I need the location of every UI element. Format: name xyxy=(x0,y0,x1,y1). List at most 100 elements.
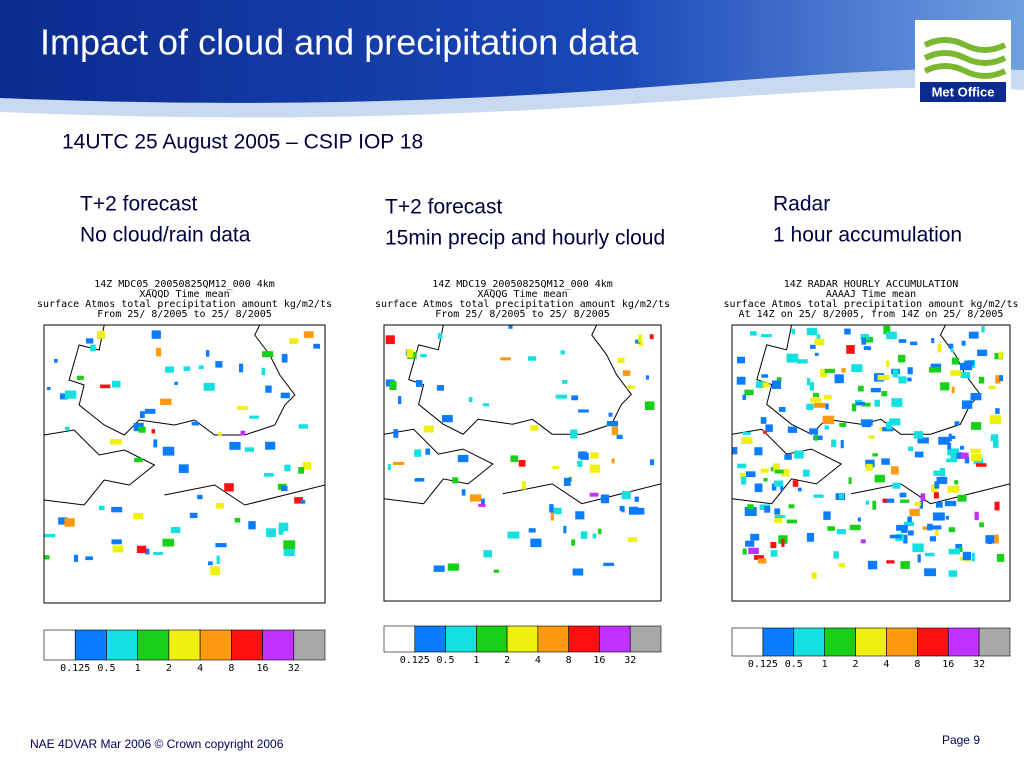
precip-cell xyxy=(239,363,244,373)
precip-cell xyxy=(950,435,956,439)
precip-cell xyxy=(436,385,444,391)
precip-cell xyxy=(750,533,760,541)
precip-cell xyxy=(136,545,147,554)
coastline xyxy=(44,429,156,506)
precip-cell xyxy=(857,517,861,522)
precip-cell xyxy=(874,399,880,407)
precip-cell xyxy=(589,464,600,473)
precip-cell xyxy=(215,361,223,368)
precip-cell xyxy=(96,330,106,339)
precip-cell xyxy=(948,570,958,577)
precip-cell xyxy=(964,456,970,464)
precip-cell xyxy=(284,464,291,472)
map-header: From 25/ 8/2005 to 25/ 8/2005 xyxy=(97,309,272,320)
precip-cell xyxy=(907,367,913,375)
precip-cell xyxy=(774,469,784,474)
precip-cell xyxy=(919,501,923,509)
precip-cell xyxy=(848,477,852,485)
precip-cell xyxy=(638,334,643,343)
precip-cell xyxy=(945,515,949,520)
colorbar-label: 1 xyxy=(473,655,479,666)
precip-cell xyxy=(881,458,890,465)
precip-cell xyxy=(170,527,181,534)
precip-cell xyxy=(824,368,835,373)
precip-cell xyxy=(813,392,819,398)
precip-cell xyxy=(851,403,857,412)
precip-cell xyxy=(248,521,256,530)
precip-cell xyxy=(507,531,520,539)
precip-cell xyxy=(823,511,831,520)
precip-cell xyxy=(739,473,745,478)
precip-cell xyxy=(518,459,526,467)
precip-cell xyxy=(139,411,145,418)
precip-cell xyxy=(908,530,914,536)
precip-cell xyxy=(112,545,124,553)
precip-cell xyxy=(870,387,881,393)
colorbar-swatch xyxy=(476,625,508,653)
precip-cell xyxy=(994,501,1000,511)
precip-cell xyxy=(834,374,844,384)
precip-cell xyxy=(109,439,122,445)
precip-cell xyxy=(216,502,224,509)
precip-cell xyxy=(527,356,537,361)
precip-cell xyxy=(203,382,215,391)
precip-cell xyxy=(898,354,906,363)
precip-cell xyxy=(754,483,763,493)
colorbar-label: 2 xyxy=(166,663,172,674)
precip-cell xyxy=(420,354,427,358)
precip-cell xyxy=(300,499,306,504)
precip-cell xyxy=(908,446,914,452)
precip-cell xyxy=(621,506,625,513)
precip-cell xyxy=(100,384,111,389)
precip-cell xyxy=(283,540,296,550)
precip-cell xyxy=(806,532,814,542)
precip-cell xyxy=(989,415,1002,424)
coastline xyxy=(502,483,661,505)
precip-cell xyxy=(948,527,956,533)
precip-cell xyxy=(650,459,655,466)
colorbar-swatch xyxy=(824,627,856,657)
precip-cell xyxy=(111,506,123,513)
precip-cell xyxy=(860,539,866,544)
precip-cell xyxy=(996,553,1005,562)
precip-cell xyxy=(891,466,899,475)
precip-cell xyxy=(902,563,909,568)
precip-cell xyxy=(44,533,56,538)
precip-cell xyxy=(441,415,453,423)
precip-cell xyxy=(990,434,999,442)
precip-cell xyxy=(954,480,959,485)
precip-cell xyxy=(191,421,200,426)
colorbar-label: 16 xyxy=(257,663,269,674)
precip-cell xyxy=(822,415,835,425)
colorbar-swatch xyxy=(414,625,446,653)
precip-cell xyxy=(838,562,845,568)
colorbar-swatch xyxy=(137,629,170,661)
precip-cell xyxy=(571,539,576,546)
colorbar-swatch xyxy=(917,627,949,657)
precip-cell xyxy=(810,397,822,403)
precip-cell xyxy=(917,437,929,444)
precip-cell xyxy=(885,421,893,430)
precip-cell xyxy=(628,506,638,515)
precip-cell xyxy=(289,338,299,344)
precip-cell xyxy=(261,367,266,376)
precip-cell xyxy=(178,464,189,474)
precip-cell xyxy=(621,491,631,500)
precip-cell xyxy=(611,426,619,436)
precip-cell xyxy=(385,335,395,345)
colorbar-label: 2 xyxy=(504,655,510,666)
precip-cell xyxy=(776,377,782,382)
precip-cell xyxy=(111,539,122,545)
precip-cell xyxy=(770,467,775,472)
precip-cell xyxy=(278,522,289,532)
precip-cell xyxy=(770,550,778,557)
precip-cell xyxy=(933,470,944,476)
colorbar-swatch xyxy=(537,625,569,653)
precip-cell xyxy=(929,525,942,530)
colorbar-label: 4 xyxy=(535,655,541,666)
precip-cell xyxy=(742,431,751,435)
precip-cell xyxy=(145,548,150,555)
precip-cell xyxy=(792,480,799,487)
precip-cell xyxy=(575,511,585,520)
